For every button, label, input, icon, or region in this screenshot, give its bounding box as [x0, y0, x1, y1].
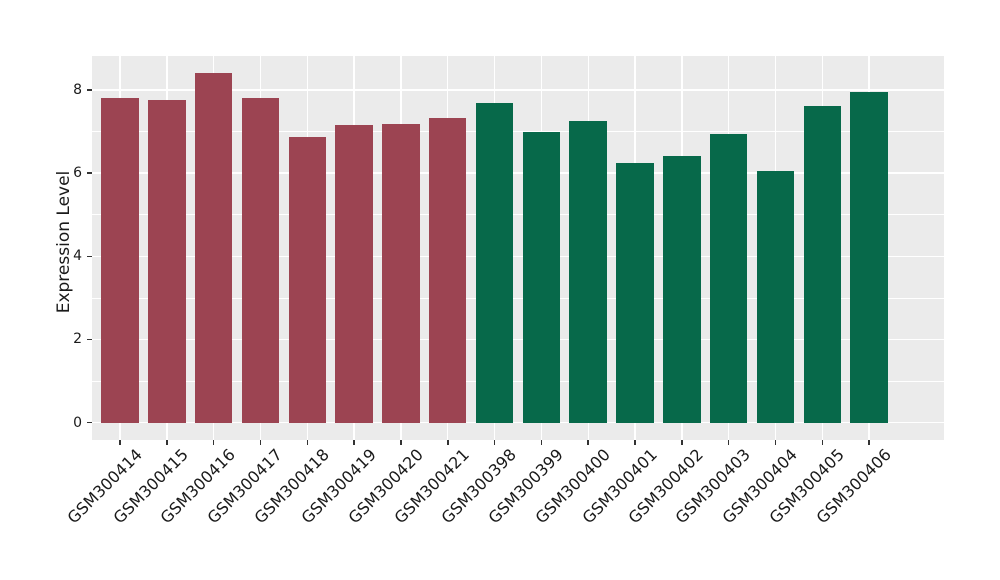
y-tick-label: 8 [73, 82, 82, 99]
y-tick-mark [87, 421, 92, 424]
bar-GSM300402 [663, 155, 701, 423]
bar-GSM300418 [288, 136, 327, 423]
bar-GSM300400 [569, 121, 607, 423]
bar-GSM300414 [101, 98, 139, 423]
y-tick-mark [87, 255, 92, 257]
y-tick-mark [87, 338, 92, 341]
x-tick-mark [587, 440, 589, 445]
major-gridline [92, 338, 944, 341]
bar-GSM300420 [382, 123, 420, 423]
plot-panel [92, 56, 944, 440]
x-tick-mark [166, 440, 168, 445]
x-tick-mark [119, 440, 121, 445]
minor-gridline [92, 297, 944, 299]
bar-GSM300416 [194, 73, 233, 423]
x-tick-mark [868, 440, 870, 445]
x-tick-mark [447, 440, 449, 445]
x-tick-mark [774, 440, 777, 445]
x-tick-mark [493, 440, 496, 445]
bar-GSM300404 [756, 171, 795, 423]
major-gridline [92, 255, 944, 257]
x-tick-mark [259, 440, 262, 445]
y-tick-label: 2 [73, 331, 82, 348]
x-tick-mark [400, 440, 402, 445]
bar-GSM300398 [475, 103, 514, 423]
bar-GSM300421 [429, 118, 467, 423]
y-tick-label: 0 [73, 414, 82, 431]
x-tick-mark [634, 440, 636, 445]
minor-gridline [92, 380, 944, 382]
x-tick-mark [540, 440, 543, 445]
x-tick-mark [353, 440, 355, 445]
minor-gridline [92, 214, 944, 216]
bar-GSM300399 [522, 132, 561, 423]
major-gridline [92, 89, 944, 91]
x-tick-mark [681, 440, 683, 445]
x-tick-mark [306, 440, 309, 445]
y-tick-mark [87, 89, 92, 91]
bar-GSM300401 [616, 163, 654, 423]
bar-GSM300406 [850, 91, 888, 423]
x-tick-mark [727, 440, 730, 445]
major-gridline [92, 172, 944, 174]
bar-GSM300405 [803, 105, 841, 423]
y-axis-title: Expression Level [54, 170, 74, 314]
bar-GSM300417 [241, 98, 280, 423]
bar-GSM300415 [148, 100, 186, 423]
x-tick-mark [821, 440, 824, 445]
bar-GSM300403 [709, 133, 748, 423]
minor-gridline [92, 131, 944, 132]
y-tick-label: 4 [73, 248, 82, 265]
major-gridline [92, 421, 944, 424]
bar-GSM300419 [335, 124, 373, 423]
y-tick-mark [87, 172, 92, 174]
y-tick-label: 6 [73, 165, 82, 182]
x-tick-mark [212, 440, 215, 445]
